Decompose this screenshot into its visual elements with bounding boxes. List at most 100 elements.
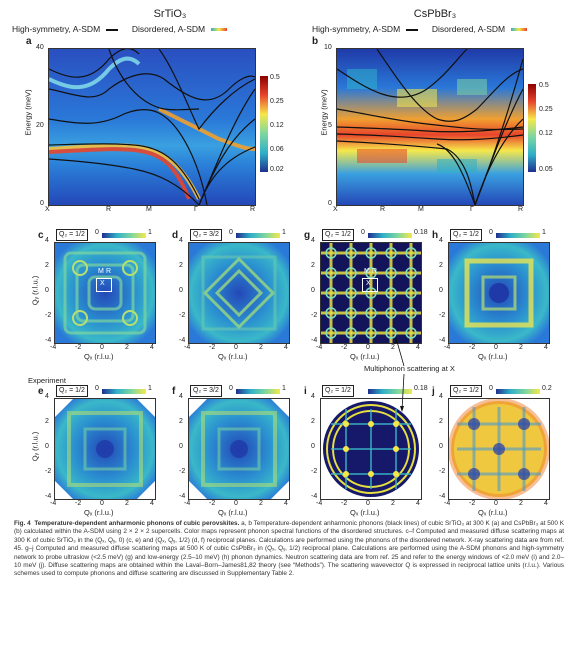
panel-a-ylabel: Energy (meV) — [23, 89, 33, 136]
caption-title: Temperature-dependent anharmonic phonons… — [34, 520, 240, 527]
multiphonon-annotation: Multiphonon scattering at X — [362, 364, 457, 373]
panel-b-ylabel: Energy (meV) — [319, 89, 329, 136]
panel-a-ytick: 20 — [36, 122, 44, 129]
map-ytick: 4 — [439, 393, 443, 400]
qz-label: Q₂ = 1/2 — [322, 385, 354, 397]
map-xtick: 0 — [100, 344, 104, 351]
panel-b-ytick: 0 — [328, 200, 332, 207]
diffuse-map-h — [448, 242, 550, 344]
map-cbar-max: 1 — [148, 229, 152, 236]
map-xtick: -2 — [209, 500, 216, 507]
map-ytick: 2 — [311, 262, 315, 269]
map-ylabel: Qᵧ (r.l.u.) — [30, 431, 40, 462]
legend-hs-swatch — [405, 28, 418, 31]
map-xlabel: Qₓ (r.l.u.) — [478, 508, 508, 517]
panel-b-cbar-tick: 0.5 — [539, 82, 549, 89]
panel-a-xtick: M — [146, 206, 152, 213]
map-cbar-max: 1 — [148, 385, 152, 392]
map-cbar-min: 0 — [229, 229, 233, 236]
map-ytick: 2 — [179, 262, 183, 269]
map-xtick: 4 — [416, 344, 420, 351]
map-colorbar — [102, 233, 146, 238]
map-xtick: 2 — [259, 500, 263, 507]
map-ytick: -2 — [179, 468, 186, 475]
map-xtick: 2 — [125, 500, 129, 507]
panel-label-h: h — [432, 230, 439, 241]
map-ytick: -4 — [45, 337, 52, 344]
map-ytick: 4 — [179, 393, 183, 400]
map-xtick: 2 — [391, 500, 395, 507]
map-ytick: 0 — [439, 443, 443, 450]
map-xtick: 0 — [234, 344, 238, 351]
qz-label: Q₂ = 3/2 — [190, 229, 222, 241]
map-cbar-min: 0 — [489, 385, 493, 392]
map-cbar-max: 1 — [282, 229, 286, 236]
map-xtick: -2 — [209, 344, 216, 351]
panel-b-xtick: R — [380, 206, 386, 213]
panel-label-g: g — [304, 230, 311, 241]
map-cbar-max: 0.2 — [542, 385, 552, 392]
qz-label: Q₂ = 1/2 — [450, 229, 482, 241]
caption-body: a, b Temperature-dependent anharmonic ph… — [14, 520, 564, 578]
map-ytick: -2 — [311, 468, 318, 475]
map-cbar-max: 1 — [542, 229, 546, 236]
map-xtick: -4 — [50, 344, 57, 351]
map-xtick: 4 — [416, 500, 420, 507]
map-ytick: 0 — [45, 287, 49, 294]
brillouin-zone-box — [96, 278, 112, 292]
panel-label-j: j — [432, 386, 435, 397]
point-label-x: X — [100, 280, 105, 287]
panel-a-cbar-tick: 0.02 — [270, 166, 284, 173]
panel-b-cbar-tick: 0.12 — [539, 130, 553, 137]
map-xtick: -4 — [316, 500, 323, 507]
map-ytick: 0 — [311, 287, 315, 294]
panel-label-f: f — [172, 386, 176, 397]
panel-b-dispersion — [336, 48, 524, 206]
panel-a-cbar-tick: 0.12 — [270, 122, 284, 129]
map-cbar-min: 0 — [229, 385, 233, 392]
panel-b-xtick: R — [518, 206, 524, 213]
title-left: SrTiO₃ — [153, 8, 187, 20]
title-right: CsPbBr₃ — [413, 8, 457, 20]
map-xtick: 2 — [125, 344, 129, 351]
panel-a-xtick: Γ — [194, 206, 198, 213]
map-xtick: -4 — [184, 500, 191, 507]
map-xtick: -2 — [341, 344, 348, 351]
diffuse-map-g — [320, 242, 422, 344]
map-xlabel: Qₓ (r.l.u.) — [350, 508, 380, 517]
map-ytick: -4 — [439, 337, 446, 344]
map-colorbar — [236, 233, 280, 238]
map-colorbar — [496, 389, 540, 394]
map-ytick: -4 — [439, 493, 446, 500]
map-xtick: 2 — [391, 344, 395, 351]
map-cbar-min: 0 — [489, 229, 493, 236]
panel-a-cbar-tick: 0.5 — [270, 74, 280, 81]
map-ytick: 0 — [45, 443, 49, 450]
panel-label-b: b — [312, 36, 319, 47]
panel-b-svg — [337, 49, 523, 205]
legend-dis-label: Disordered, A-SDM — [431, 24, 506, 34]
map-xtick: 0 — [100, 500, 104, 507]
qz-label: Q₂ = 1/2 — [322, 229, 354, 241]
panel-b-xtick: M — [418, 206, 424, 213]
map-ytick: 2 — [179, 418, 183, 425]
map-xtick: 4 — [150, 500, 154, 507]
legend-dis-swatch — [510, 28, 527, 32]
map-ytick: 4 — [439, 237, 443, 244]
panel-a-ytick: 0 — [40, 200, 44, 207]
panel-a-dispersion — [48, 48, 256, 206]
diffuse-map-c — [54, 242, 156, 344]
map-xlabel: Qₓ (r.l.u.) — [350, 352, 380, 361]
map-ytick: -2 — [45, 468, 52, 475]
point-label-r: R — [106, 268, 112, 275]
map-xlabel: Qₓ (r.l.u.) — [478, 352, 508, 361]
map-ytick: -4 — [311, 337, 318, 344]
map-ytick: 4 — [311, 237, 315, 244]
map-cbar-min: 0 — [95, 385, 99, 392]
map-ytick: -2 — [439, 468, 446, 475]
map-ytick: 2 — [439, 418, 443, 425]
map-xtick: 4 — [284, 344, 288, 351]
map-ytick: -2 — [179, 312, 186, 319]
map-ytick: 4 — [45, 393, 49, 400]
map-xtick: 2 — [519, 344, 523, 351]
